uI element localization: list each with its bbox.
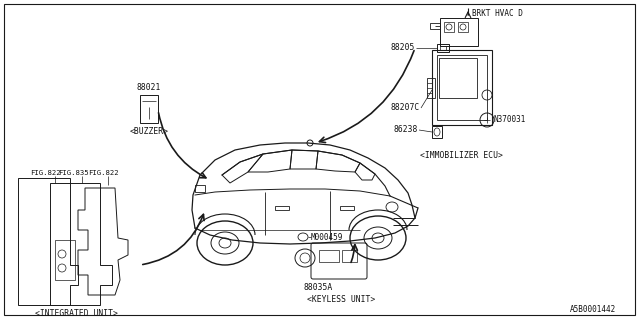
Text: A5B0001442: A5B0001442 <box>570 306 616 315</box>
Text: BRKT HVAC D: BRKT HVAC D <box>472 10 523 19</box>
Bar <box>140 95 158 123</box>
Bar <box>342 250 357 262</box>
Text: <INTEGRATED UNIT>: <INTEGRATED UNIT> <box>35 309 118 318</box>
Bar <box>430 23 440 29</box>
Text: 88021: 88021 <box>137 84 161 92</box>
Bar <box>432 126 442 138</box>
Text: FIG.822: FIG.822 <box>30 170 61 176</box>
Bar <box>427 78 435 98</box>
Bar <box>437 55 487 120</box>
Text: M000459: M000459 <box>311 233 344 242</box>
Text: 88207C: 88207C <box>391 103 420 113</box>
Bar <box>439 58 477 98</box>
Text: 88035A: 88035A <box>303 284 332 292</box>
Bar <box>340 206 354 210</box>
Text: FIG.822: FIG.822 <box>88 170 118 176</box>
Text: <IMMOBILIZER ECU>: <IMMOBILIZER ECU> <box>420 150 503 159</box>
Bar <box>195 185 205 192</box>
Text: 86238: 86238 <box>394 125 418 134</box>
Bar <box>458 22 468 32</box>
Text: 88205: 88205 <box>390 44 415 52</box>
Bar <box>444 22 454 32</box>
Text: <KEYLESS UNIT>: <KEYLESS UNIT> <box>307 295 375 305</box>
Text: <BUZZER>: <BUZZER> <box>129 126 168 135</box>
Bar <box>432 50 492 125</box>
Bar <box>440 46 446 50</box>
Text: FIG.835: FIG.835 <box>58 170 88 176</box>
Bar <box>437 44 449 52</box>
Bar <box>55 240 75 280</box>
Bar <box>275 206 289 210</box>
Bar <box>319 250 339 262</box>
Bar <box>440 18 478 46</box>
Text: N370031: N370031 <box>494 116 526 124</box>
